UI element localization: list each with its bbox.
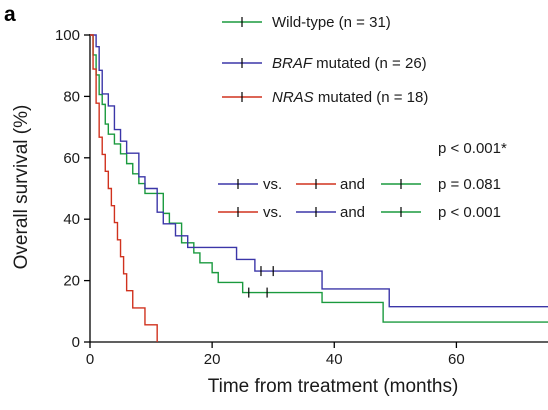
survival-curve-braf: [90, 34, 548, 308]
y-tick-label: 80: [63, 88, 80, 105]
y-tick-label: 60: [63, 150, 80, 167]
x-axis-title: Time from treatment (months): [208, 376, 459, 397]
and-label: and: [340, 176, 365, 193]
legend-label: Wild-type (n = 31): [272, 14, 391, 31]
x-tick-label: 0: [86, 351, 94, 368]
x-tick-label: 40: [326, 351, 343, 368]
p-value: p < 0.001: [438, 204, 501, 221]
legend-label-part: Wild-type (n = 31): [272, 14, 391, 31]
legend-label-part: mutated (n = 18): [314, 89, 429, 106]
axes: 0 20 40 60 80 100 0 20 40 60: [55, 27, 548, 368]
y-tick-label: 20: [63, 273, 80, 290]
y-tick-label: 100: [55, 27, 80, 44]
legend-label: NRAS mutated (n = 18): [272, 89, 428, 106]
legend: Wild-type (n = 31) BRAF mutated (n = 26) N…: [222, 14, 428, 106]
legend-label-part: mutated (n = 26): [312, 55, 427, 72]
y-tick-label: 0: [72, 334, 80, 351]
vs-label: vs.: [263, 204, 282, 221]
stats-annotation: p < 0.001* vs. and p = 0.081 vs. and p < 0.001: [218, 140, 507, 221]
legend-label: BRAF mutated (n = 26): [272, 55, 427, 72]
survival-curve-nras: [90, 34, 158, 342]
x-tick-label: 20: [204, 351, 221, 368]
survival-curve-wild-type: [90, 34, 548, 323]
y-tick-label: 40: [63, 211, 80, 228]
legend-label-part: BRAF: [272, 55, 313, 72]
panel-label: a: [4, 3, 16, 26]
y-axis-title: Overall survival (%): [11, 105, 32, 270]
survival-curves: [90, 34, 548, 342]
p-value-overall: p < 0.001*: [438, 140, 507, 157]
vs-label: vs.: [263, 176, 282, 193]
p-value: p = 0.081: [438, 176, 501, 193]
and-label: and: [340, 204, 365, 221]
x-tick-label: 60: [448, 351, 465, 368]
legend-label-part: NRAS: [272, 89, 314, 106]
